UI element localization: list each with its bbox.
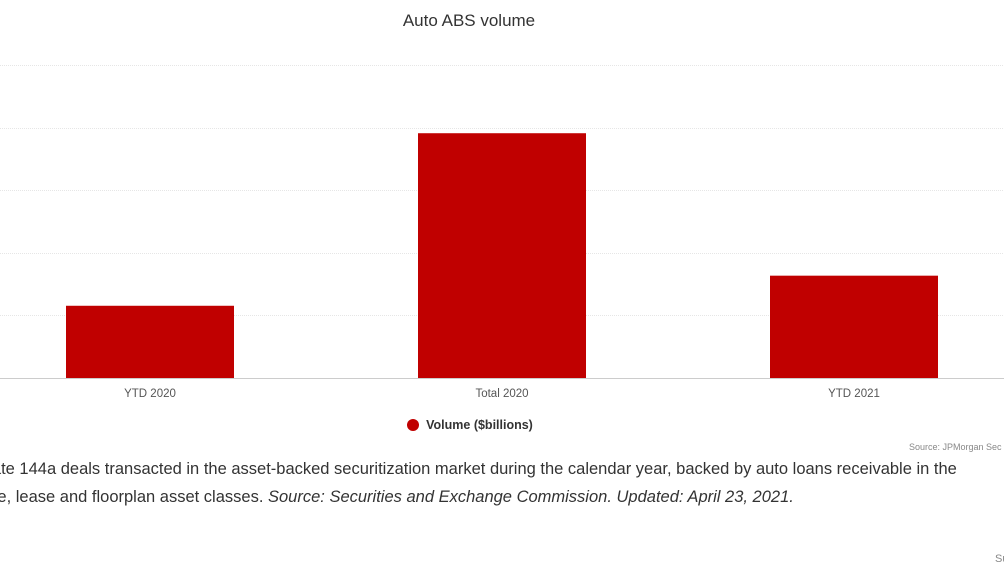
chart-plot: YTD 2020 Total 2020 YTD 2021 bbox=[0, 65, 1004, 400]
bar-ytd-2020[interactable] bbox=[66, 305, 234, 378]
x-tick-label: Total 2020 bbox=[475, 388, 528, 400]
caption: ivate 144a deals transacted in the asset… bbox=[0, 455, 1004, 511]
legend[interactable]: Volume ($billions) bbox=[0, 418, 940, 432]
x-tick-label: YTD 2021 bbox=[828, 388, 880, 400]
bottom-fragment: Su bbox=[995, 553, 1004, 565]
legend-swatch bbox=[407, 419, 420, 431]
caption-line-1: ivate 144a deals transacted in the asset… bbox=[0, 460, 957, 478]
x-tick-label: YTD 2020 bbox=[124, 388, 176, 400]
bar-total-2020[interactable] bbox=[418, 133, 586, 378]
caption-source: Source: Securities and Exchange Commissi… bbox=[268, 488, 794, 506]
chart-title: Auto ABS volume bbox=[402, 11, 536, 30]
legend-label: Volume ($billions) bbox=[426, 418, 533, 432]
source-credit: Source: JPMorgan Sec bbox=[909, 442, 1002, 452]
caption-line-2: ime, lease and floorplan asset classes. … bbox=[0, 483, 1004, 511]
bar-ytd-2021[interactable] bbox=[770, 275, 938, 378]
caption-text: ime, lease and floorplan asset classes. bbox=[0, 488, 268, 506]
